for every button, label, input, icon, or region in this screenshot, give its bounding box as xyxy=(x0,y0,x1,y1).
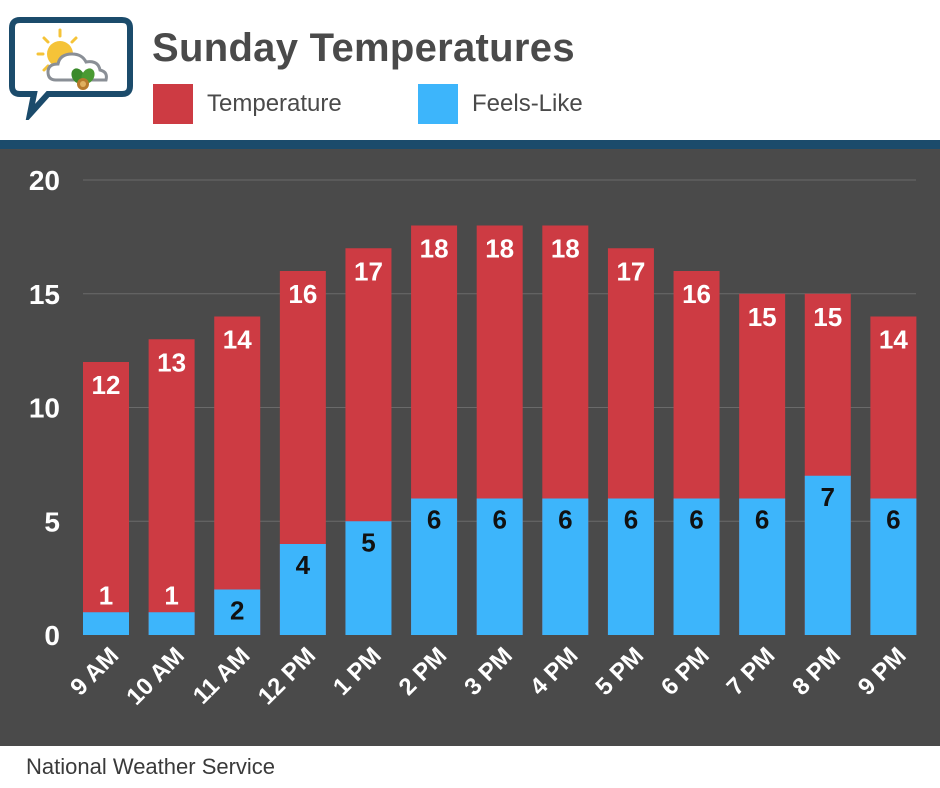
data-label-temperature: 18 xyxy=(485,234,514,264)
x-tick-label: 5 PM xyxy=(590,642,649,701)
data-label-feels-like: 6 xyxy=(427,505,441,535)
data-label-temperature: 18 xyxy=(551,234,580,264)
data-label-temperature: 14 xyxy=(879,325,908,355)
data-label-feels-like: 5 xyxy=(361,527,375,557)
data-label-temperature: 15 xyxy=(813,302,842,332)
bar-feels-like xyxy=(870,498,917,635)
data-label-feels-like: 6 xyxy=(886,505,900,535)
data-label-feels-like: 4 xyxy=(296,550,311,580)
legend-label-feels-like: Feels-Like xyxy=(472,90,583,117)
legend-temperature: Temperature xyxy=(153,84,342,124)
chart-title: Sunday Temperatures xyxy=(152,26,575,70)
bar-feels-like xyxy=(345,521,392,635)
y-tick-label: 15 xyxy=(29,279,60,310)
data-label-feels-like: 1 xyxy=(99,580,113,610)
data-label-temperature: 17 xyxy=(616,256,645,286)
header-divider xyxy=(0,140,940,149)
data-label-feels-like: 6 xyxy=(689,505,703,535)
bar-feels-like xyxy=(804,475,851,635)
y-tick-label: 20 xyxy=(29,165,60,196)
bar-feels-like xyxy=(673,498,720,635)
x-tick-label: 9 PM xyxy=(853,642,912,701)
bar-feels-like xyxy=(607,498,654,635)
data-label-feels-like: 7 xyxy=(821,482,835,512)
bar-feels-like xyxy=(148,612,195,635)
bar-feels-like xyxy=(411,498,458,635)
y-tick-label: 0 xyxy=(44,620,60,651)
data-label-feels-like: 2 xyxy=(230,596,244,626)
legend-swatch-temperature xyxy=(153,84,193,124)
x-tick-label: 7 PM xyxy=(722,642,781,701)
data-label-feels-like: 6 xyxy=(755,505,769,535)
x-tick-label: 11 AM xyxy=(188,642,256,710)
bar-temperature xyxy=(214,316,261,635)
legend-swatch-feels-like xyxy=(418,84,458,124)
bar-temperature xyxy=(148,339,195,635)
data-label-temperature: 13 xyxy=(157,347,186,377)
legend-feels-like: Feels-Like xyxy=(418,84,583,124)
data-label-feels-like: 6 xyxy=(492,505,506,535)
data-label-feels-like: 1 xyxy=(164,580,178,610)
bar-temperature xyxy=(83,362,129,635)
bar-feels-like xyxy=(739,498,786,635)
data-label-temperature: 16 xyxy=(288,279,317,309)
x-tick-label: 3 PM xyxy=(459,642,518,701)
data-label-temperature: 18 xyxy=(420,234,449,264)
source-credit: National Weather Service xyxy=(26,754,276,779)
data-label-temperature: 17 xyxy=(354,256,383,286)
x-tick-label: 1 PM xyxy=(328,642,387,701)
x-tick-label: 4 PM xyxy=(525,642,584,701)
data-label-temperature: 14 xyxy=(223,325,252,355)
data-label-feels-like: 6 xyxy=(558,505,572,535)
bar-feels-like xyxy=(279,544,326,635)
legend-label-temperature: Temperature xyxy=(207,90,342,117)
bar-feels-like xyxy=(542,498,589,635)
x-tick-label: 10 AM xyxy=(121,642,189,710)
x-tick-label: 12 PM xyxy=(253,642,321,710)
data-label-feels-like: 6 xyxy=(624,505,638,535)
data-label-temperature: 16 xyxy=(682,279,711,309)
x-tick-label: 6 PM xyxy=(656,642,715,701)
x-tick-label: 2 PM xyxy=(394,642,453,701)
data-label-temperature: 12 xyxy=(92,370,121,400)
bar-feels-like xyxy=(83,612,129,635)
header: Sunday Temperatures Temperature Feels-Li… xyxy=(0,0,940,140)
bar-feels-like xyxy=(214,589,261,635)
x-tick-label: 9 AM xyxy=(65,642,124,701)
x-tick-label: 8 PM xyxy=(787,642,846,701)
data-label-temperature: 15 xyxy=(748,302,777,332)
y-tick-label: 10 xyxy=(29,393,60,424)
y-tick-label: 5 xyxy=(44,506,60,537)
weather-sun-cloud-leaf-icon xyxy=(9,17,133,120)
bar-feels-like xyxy=(476,498,523,635)
